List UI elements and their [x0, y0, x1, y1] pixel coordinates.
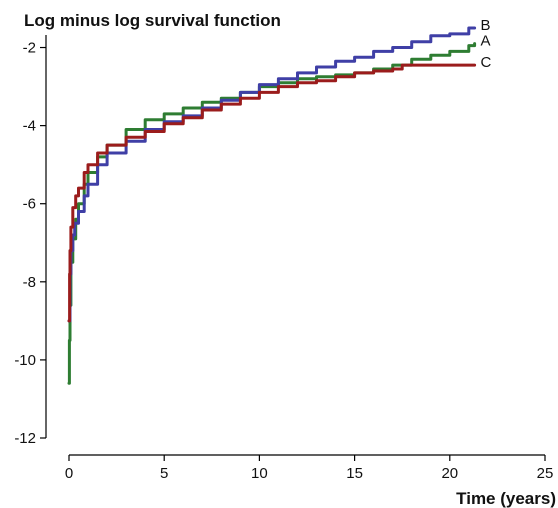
x-tick-label: 20 [441, 465, 458, 482]
series-label-c: C [481, 54, 492, 71]
x-tick-label: 10 [251, 465, 268, 482]
y-tick-label: -2 [23, 40, 36, 57]
y-ticks: -2 -4 -6 -8 -10 -12 [14, 40, 46, 447]
y-tick-label: -12 [14, 430, 36, 447]
series-line-a [67, 42, 477, 385]
y-tick-label: -8 [23, 274, 36, 291]
series-label-a: A [481, 33, 491, 50]
x-tick-label: 15 [346, 465, 363, 482]
y-tick-label: -6 [23, 196, 36, 213]
y-tick-label: -4 [23, 118, 36, 135]
series-line-c [67, 63, 477, 323]
series-layer: AB C [67, 17, 492, 385]
series-label-b: B [481, 17, 491, 34]
x-axis-label: Time (years) [456, 489, 556, 508]
chart-title: Log minus log survival function [24, 11, 281, 30]
x-ticks: 0 5 10 15 20 25 [65, 455, 554, 482]
series-line-b [67, 26, 477, 323]
y-tick-label: -10 [14, 352, 36, 369]
x-tick-label: 0 [65, 465, 73, 482]
x-tick-label: 5 [160, 465, 168, 482]
x-tick-label: 25 [537, 465, 554, 482]
